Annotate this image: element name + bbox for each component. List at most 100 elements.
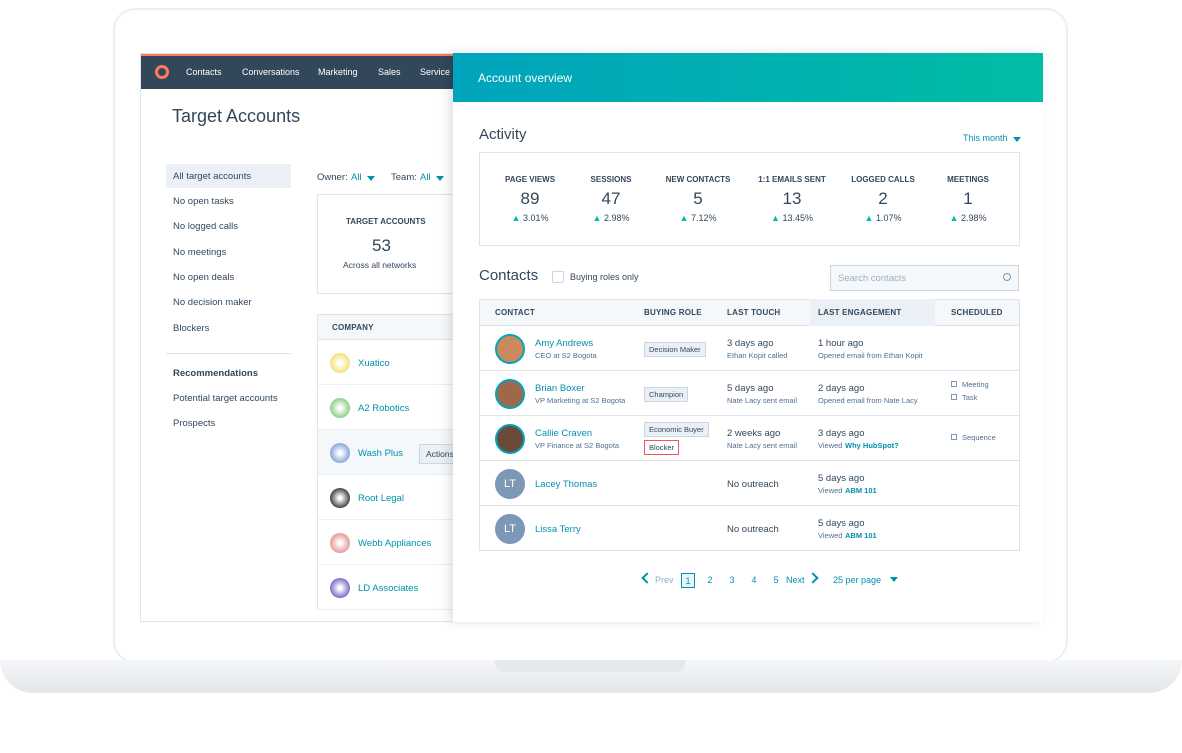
scheduled-item[interactable]: Task (962, 393, 978, 402)
scheduled-item[interactable]: Meeting (962, 380, 989, 389)
change-value: 7.12% (690, 213, 717, 223)
stat-change: ▲ 13.45% (732, 213, 852, 223)
nav-item[interactable]: Conversations (242, 67, 300, 77)
sorted-column (810, 299, 935, 326)
contact-row (479, 371, 1020, 416)
engagement-link[interactable]: ABM 101 (845, 486, 877, 495)
stat-value: 5 (693, 189, 703, 208)
logo (155, 65, 169, 79)
last-engagement: 1 hour ago (818, 338, 864, 349)
contact-name[interactable]: Callie Craven (535, 428, 593, 439)
contact-name[interactable]: Brian Boxer (535, 383, 585, 394)
sidebar-item[interactable]: No logged calls (173, 221, 238, 232)
last-engagement: 5 days ago (818, 518, 865, 529)
checkbox[interactable] (552, 271, 564, 283)
contact-row (479, 461, 1020, 506)
engagement-detail: Viewed (818, 531, 843, 540)
stat-change: ▲ 1.07% (823, 213, 943, 223)
engagement-detail: Viewed (818, 441, 843, 450)
sidebar-item[interactable]: No open tasks (173, 196, 234, 207)
contact-name[interactable]: Lissa Terry (535, 524, 581, 535)
avatar (495, 379, 525, 409)
role-tag: Economic Buyer (644, 422, 709, 437)
column-header[interactable]: CONTACT (495, 308, 535, 317)
nav-item[interactable]: Sales (378, 67, 401, 77)
touch-detail: Nate Lacy sent email (727, 396, 798, 405)
page-number[interactable]: 4 (751, 575, 757, 585)
filter-value[interactable]: All (351, 172, 362, 183)
nav-item[interactable]: Service (420, 67, 451, 77)
sidebar-item[interactable]: No open deals (173, 272, 235, 283)
company-row (317, 565, 477, 610)
engagement-link[interactable]: ABM 101 (845, 531, 877, 540)
last-engagement: 5 days ago (818, 473, 865, 484)
engagement-link[interactable]: Why HubSpot? (845, 441, 899, 450)
role-tag: Decision Maker (644, 342, 706, 357)
company-logo (330, 353, 350, 373)
sidebar-item[interactable]: No meetings (173, 247, 227, 258)
last-touch: No outreach (727, 479, 779, 490)
account-panel: Account overview Activity This month PAGE V… (453, 53, 1043, 622)
period-select[interactable]: This month (963, 133, 1008, 143)
stat: SESSIONS 47 ▲ 2.98% (551, 175, 671, 223)
column-header[interactable]: LAST TOUCH (727, 308, 781, 317)
last-touch: 2 weeks ago (727, 428, 781, 439)
sidebar-item[interactable]: Blockers (173, 323, 210, 334)
page-number[interactable]: 5 (773, 575, 779, 585)
sidebar-item[interactable]: Potential target accounts (173, 393, 278, 404)
contact-row (479, 506, 1020, 551)
scheduled-icon (951, 434, 957, 440)
prev-button[interactable]: Prev (655, 575, 674, 585)
company-header-bg (317, 314, 477, 340)
action-button[interactable]: Actions (419, 444, 461, 464)
column-header[interactable]: SCHEDULED (951, 308, 1003, 317)
up-icon: ▲ (949, 213, 961, 223)
company-name[interactable]: A2 Robotics (358, 403, 410, 414)
nav-item[interactable]: Contacts (186, 67, 222, 77)
sidebar-item[interactable]: Prospects (173, 418, 216, 429)
per-page-select[interactable]: 25 per page (833, 575, 882, 585)
company-name[interactable]: Webb Appliances (358, 538, 432, 549)
column-header[interactable]: LAST ENGAGEMENT (818, 308, 902, 317)
sidebar-item[interactable]: No decision maker (173, 297, 252, 308)
avatar: LT (495, 469, 525, 499)
company-row (317, 340, 477, 385)
company-name[interactable]: Wash Plus (358, 448, 404, 459)
contact-name[interactable]: Amy Andrews (535, 338, 594, 349)
avatar: LT (495, 514, 525, 544)
caret-icon (1013, 137, 1021, 142)
up-icon: ▲ (771, 213, 783, 223)
company-name[interactable]: Xuatico (358, 358, 390, 369)
last-engagement: 2 days ago (818, 383, 865, 394)
filter-value[interactable]: All (420, 172, 431, 183)
sidebar-divider (166, 353, 291, 354)
role-tag: Champion (644, 387, 689, 402)
last-touch: 3 days ago (727, 338, 774, 349)
scheduled-icon (951, 394, 957, 400)
company-name[interactable]: LD Associates (358, 583, 419, 594)
sidebar-item[interactable]: All target accounts (173, 171, 252, 182)
avatar (495, 424, 525, 454)
column-header[interactable]: BUYING ROLE (644, 308, 702, 317)
caret-icon (367, 176, 375, 181)
company-name[interactable]: Root Legal (358, 493, 404, 504)
change-value: 2.98% (603, 213, 630, 223)
contact-subtitle: VP Marketing at S2 Bogota (535, 396, 626, 405)
page-number[interactable]: 3 (729, 575, 735, 585)
contact-name[interactable]: Lacey Thomas (535, 479, 598, 490)
change-value: 2.98% (960, 213, 987, 223)
page-number[interactable]: 2 (707, 575, 713, 585)
next-button[interactable]: Next (786, 575, 805, 585)
engagement-detail: Viewed (818, 486, 843, 495)
company-logo (330, 398, 350, 418)
page-number[interactable]: 1 (681, 573, 695, 588)
nav-item[interactable]: Marketing (318, 67, 358, 77)
search-box[interactable] (830, 265, 1019, 291)
engagement-detail: Opened email from Ethan Kopit (818, 351, 923, 360)
stats-box (479, 152, 1020, 246)
search-placeholder: Search contacts (838, 273, 907, 284)
scheduled-item[interactable]: Sequence (962, 433, 996, 442)
touch-detail: Nate Lacy sent email (727, 441, 798, 450)
contact-subtitle: CEO at S2 Bogota (535, 351, 597, 360)
